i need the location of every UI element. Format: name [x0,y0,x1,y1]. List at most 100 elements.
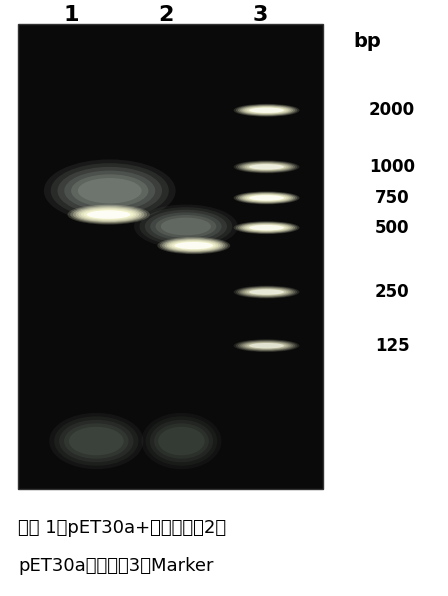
Ellipse shape [246,343,287,349]
Ellipse shape [234,104,299,117]
Ellipse shape [246,164,287,170]
Ellipse shape [242,288,291,296]
Ellipse shape [172,241,216,250]
Ellipse shape [249,343,284,348]
Ellipse shape [64,423,129,459]
Ellipse shape [57,167,162,215]
Ellipse shape [240,223,293,232]
Ellipse shape [78,208,139,221]
Ellipse shape [240,105,293,115]
Ellipse shape [236,222,297,234]
Ellipse shape [59,420,134,462]
Ellipse shape [157,237,230,254]
Ellipse shape [51,163,169,218]
Ellipse shape [86,210,131,219]
Ellipse shape [236,286,297,298]
Ellipse shape [245,107,289,114]
Text: 250: 250 [375,283,409,301]
Ellipse shape [249,225,284,231]
Ellipse shape [150,212,222,241]
Ellipse shape [249,343,284,348]
Text: bp: bp [353,32,381,51]
Text: 750: 750 [375,189,409,207]
Ellipse shape [245,194,289,201]
Text: 1: 1 [64,5,79,25]
Ellipse shape [249,195,284,200]
Ellipse shape [238,105,295,116]
Ellipse shape [49,413,143,469]
Ellipse shape [249,108,284,113]
Ellipse shape [54,417,138,465]
Ellipse shape [68,204,150,225]
Ellipse shape [234,221,299,234]
Ellipse shape [249,164,284,170]
Ellipse shape [162,238,225,253]
Text: 2: 2 [158,5,173,25]
Ellipse shape [73,206,144,223]
Ellipse shape [242,194,291,202]
Ellipse shape [242,224,291,232]
Ellipse shape [240,162,293,172]
Ellipse shape [161,218,211,235]
Ellipse shape [234,339,299,352]
Ellipse shape [236,161,297,173]
Ellipse shape [145,210,227,243]
Ellipse shape [236,192,297,204]
Ellipse shape [238,287,295,297]
Ellipse shape [234,191,299,204]
Text: 125: 125 [375,337,409,355]
Ellipse shape [238,193,295,203]
Ellipse shape [242,342,291,350]
Ellipse shape [134,204,237,249]
Ellipse shape [249,290,284,295]
Ellipse shape [249,225,284,231]
Ellipse shape [246,195,287,201]
Ellipse shape [142,413,221,469]
Ellipse shape [154,423,209,459]
Ellipse shape [78,178,142,203]
Text: 1000: 1000 [369,158,415,176]
Ellipse shape [175,242,213,249]
Text: 3: 3 [252,5,267,25]
Ellipse shape [246,225,287,231]
Text: 500: 500 [375,219,409,237]
Ellipse shape [234,285,299,299]
Ellipse shape [169,241,218,250]
Ellipse shape [87,210,130,219]
Ellipse shape [245,288,289,296]
Ellipse shape [249,108,284,113]
Ellipse shape [240,287,293,297]
Ellipse shape [245,342,289,349]
Ellipse shape [245,163,289,170]
Ellipse shape [236,104,297,116]
Text: pET30a空载体，3、Marker: pET30a空载体，3、Marker [18,557,213,575]
FancyBboxPatch shape [18,24,323,489]
Ellipse shape [249,195,284,200]
Ellipse shape [246,289,287,295]
Ellipse shape [242,106,291,114]
Ellipse shape [69,427,124,455]
Ellipse shape [159,238,228,253]
Ellipse shape [64,170,155,211]
Text: 注： 1、pET30a+目的基因，2、: 注： 1、pET30a+目的基因，2、 [18,519,226,536]
Ellipse shape [70,206,147,224]
Ellipse shape [238,340,295,351]
Ellipse shape [84,210,134,219]
Ellipse shape [158,427,205,455]
Ellipse shape [240,341,293,350]
Text: 2000: 2000 [369,101,415,119]
Ellipse shape [236,340,297,352]
Ellipse shape [238,222,295,233]
Ellipse shape [246,107,287,113]
Ellipse shape [146,417,217,465]
Ellipse shape [150,420,213,462]
Ellipse shape [245,224,289,231]
Ellipse shape [155,215,216,238]
Ellipse shape [81,209,136,221]
Ellipse shape [249,164,284,170]
Ellipse shape [164,239,223,252]
Ellipse shape [238,162,295,172]
Ellipse shape [139,207,233,246]
Ellipse shape [240,193,293,203]
Ellipse shape [249,290,284,295]
